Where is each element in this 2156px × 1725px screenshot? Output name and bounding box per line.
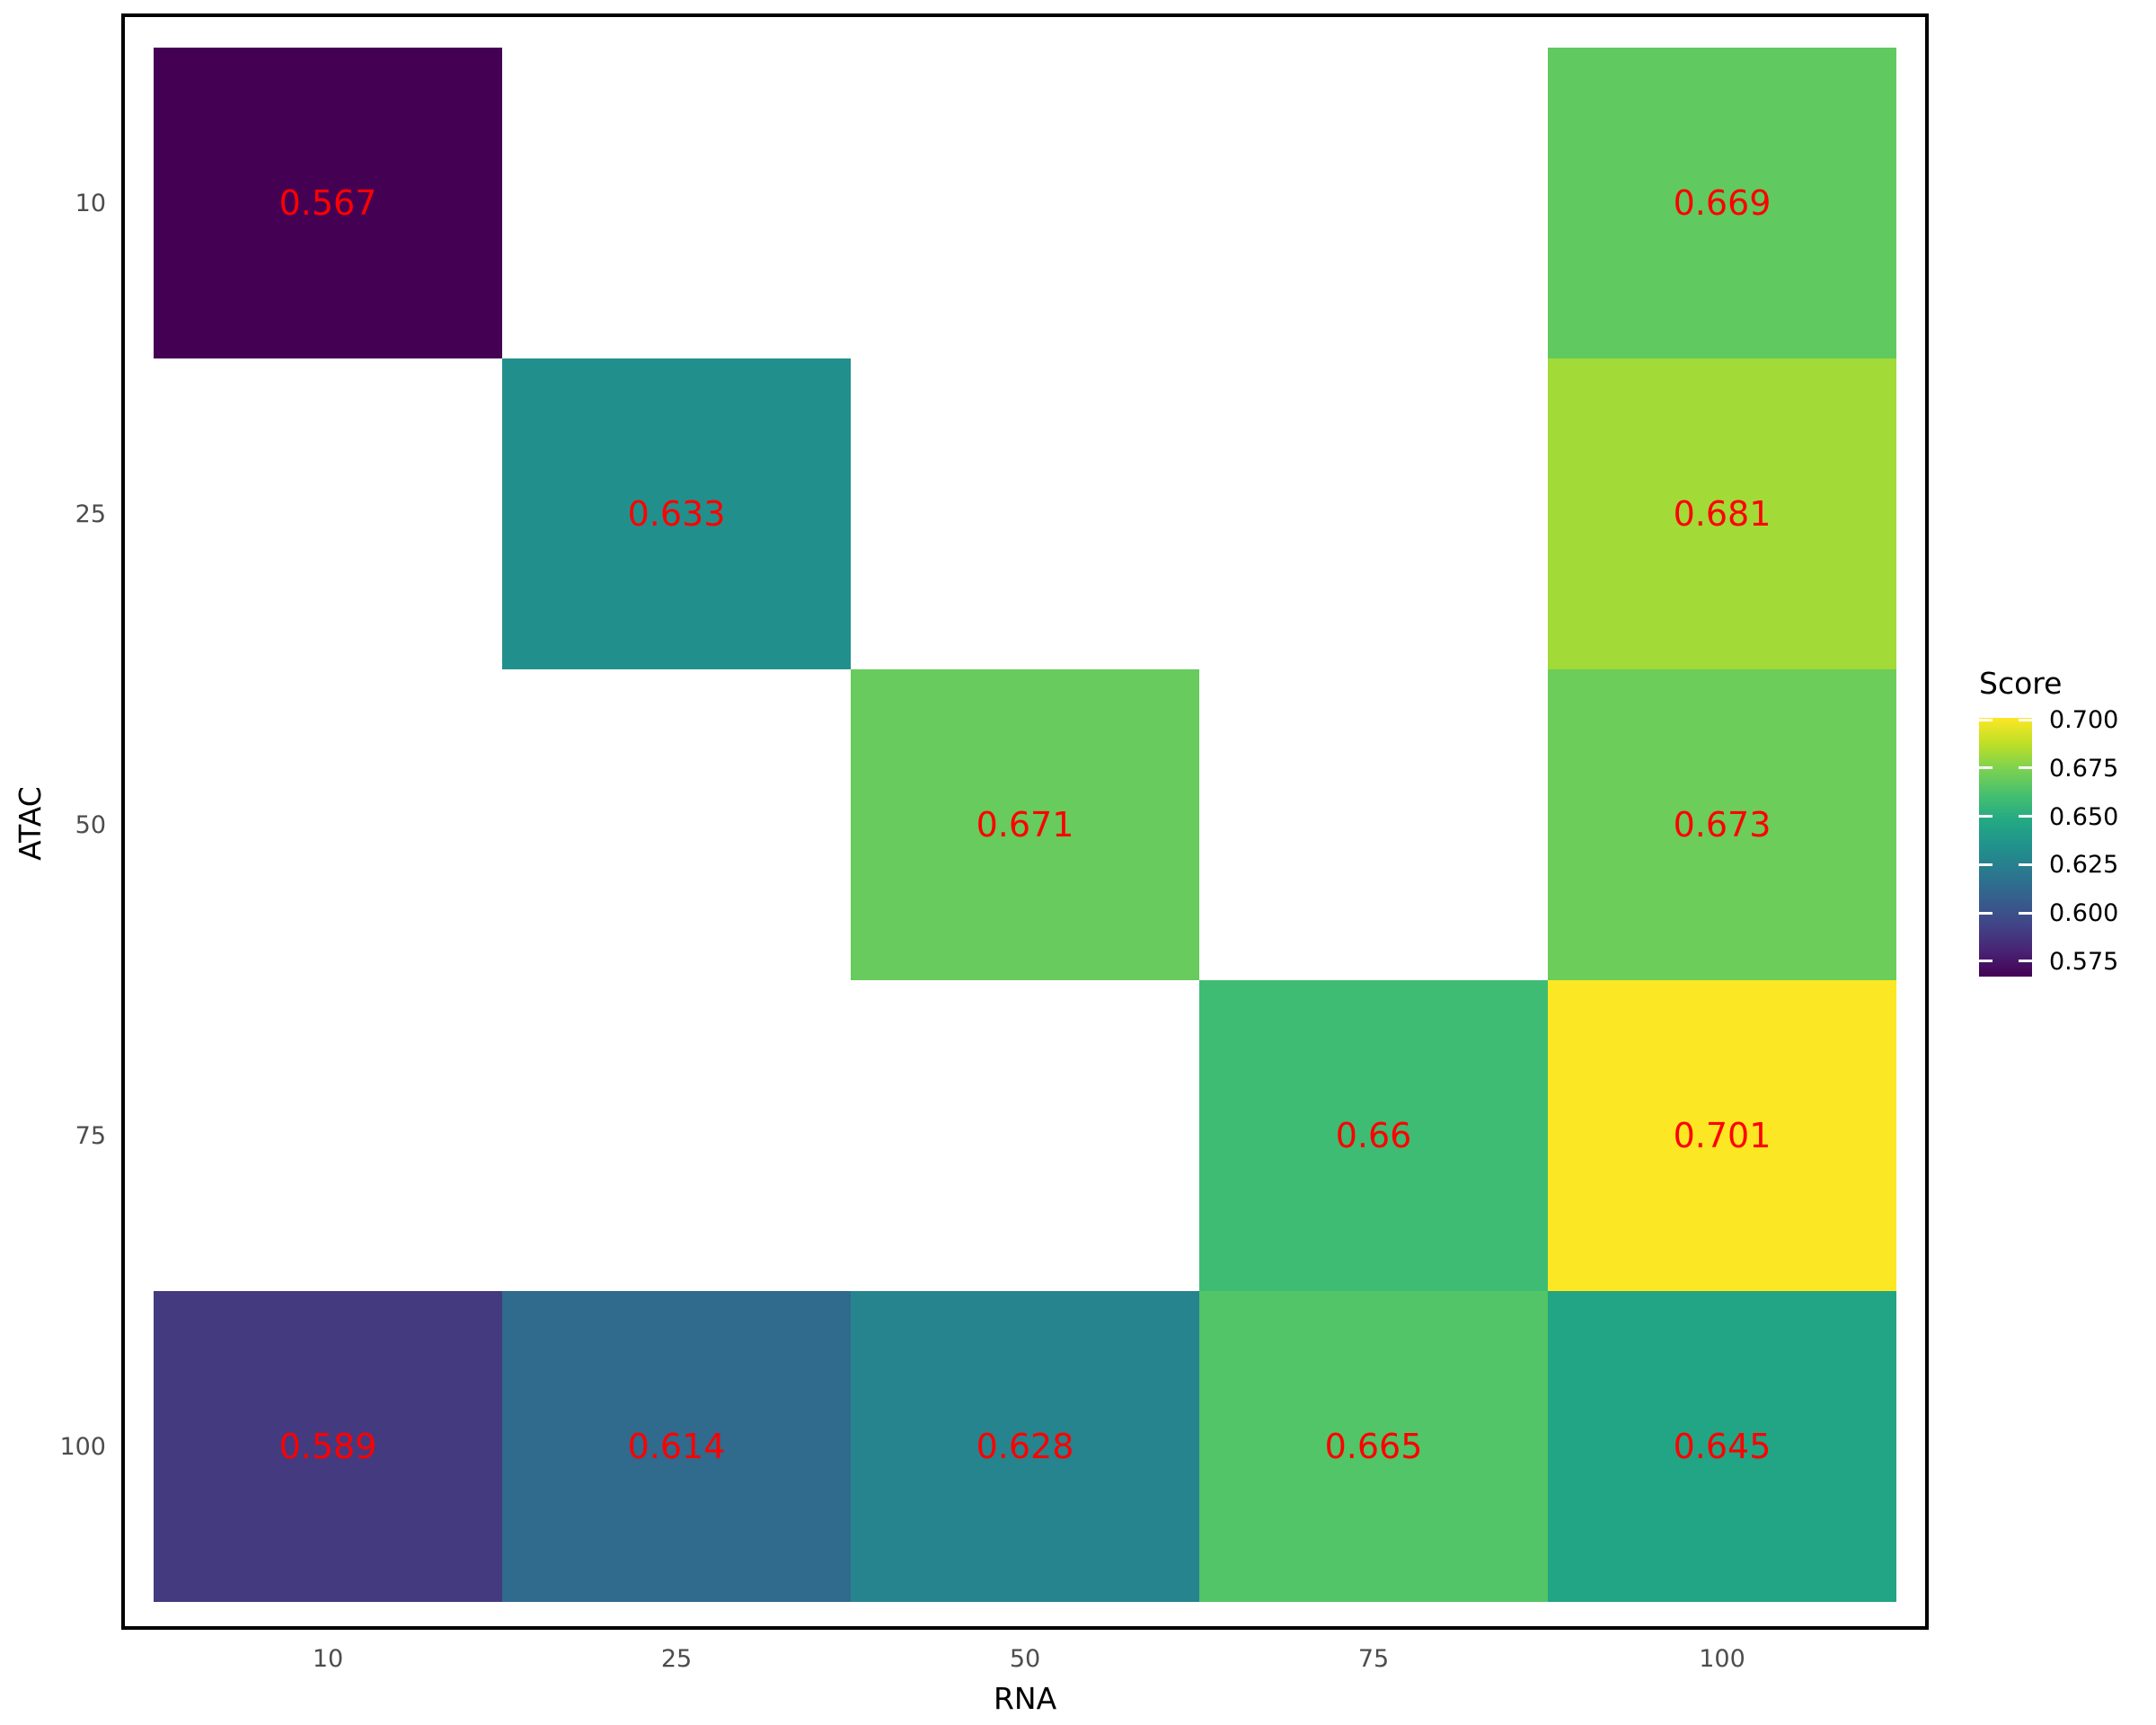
- heatmap-tile-rna100-atac75: 0.701: [1548, 980, 1896, 1291]
- heatmap-tile-rna100-atac50: 0.673: [1548, 669, 1896, 980]
- legend-tick-label-0.675: 0.675: [2049, 754, 2119, 783]
- legend-colorbar: [1979, 718, 2032, 977]
- tile-value-label: 0.665: [1324, 1427, 1423, 1466]
- heatmap-tile-rna100-atac10: 0.669: [1548, 48, 1896, 358]
- heatmap-tile-rna50-atac100: 0.628: [851, 1291, 1199, 1602]
- y-tick-label-100: 100: [59, 1433, 106, 1461]
- y-tick-label-25: 25: [75, 500, 106, 528]
- x-tick-label-25: 25: [660, 1645, 693, 1673]
- x-tick-label-75: 75: [1357, 1645, 1390, 1673]
- heatmap-tile-rna25-atac100: 0.614: [502, 1291, 851, 1602]
- tile-value-label: 0.628: [976, 1427, 1074, 1466]
- tile-value-label: 0.669: [1673, 183, 1772, 223]
- heatmap-tile-rna75-atac100: 0.665: [1199, 1291, 1548, 1602]
- y-tick-label-50: 50: [75, 811, 106, 839]
- legend-tick-mark: [1979, 766, 1993, 770]
- x-tick-label-50: 50: [1009, 1645, 1041, 1673]
- tile-value-label: 0.614: [627, 1427, 726, 1466]
- tile-value-label: 0.645: [1673, 1427, 1772, 1466]
- legend-tick-mark: [1979, 718, 1993, 721]
- tile-value-label: 0.673: [1673, 805, 1772, 845]
- y-tick-label-10: 10: [75, 190, 106, 217]
- heatmap-tile-rna10-atac10: 0.567: [154, 48, 502, 358]
- tile-value-label: 0.671: [976, 805, 1074, 845]
- heatmap-tile-rna100-atac25: 0.681: [1548, 358, 1896, 669]
- tile-value-label: 0.589: [278, 1427, 377, 1466]
- legend-tick-label-0.600: 0.600: [2049, 899, 2119, 928]
- legend-tick-mark: [2019, 718, 2032, 721]
- heatmap-tile-rna100-atac100: 0.645: [1548, 1291, 1896, 1602]
- legend-tick-mark: [1979, 960, 1993, 963]
- tile-value-label: 0.567: [278, 183, 377, 223]
- legend-tick-mark: [1979, 911, 1993, 915]
- legend-tick-mark: [2019, 911, 2032, 915]
- y-axis-title: ATAC: [12, 786, 48, 861]
- legend-tick-mark: [1979, 862, 1993, 866]
- tile-value-label: 0.633: [627, 494, 726, 534]
- legend-tick-label-0.575: 0.575: [2049, 947, 2119, 976]
- heatmap-tile-rna50-atac50: 0.671: [851, 669, 1199, 980]
- x-axis-title: RNA: [994, 1681, 1057, 1716]
- tile-value-label: 0.66: [1335, 1116, 1412, 1155]
- tile-value-label: 0.701: [1673, 1116, 1772, 1155]
- legend-title: Score: [1979, 666, 2063, 701]
- legend-tick-mark: [2019, 815, 2032, 818]
- x-tick-label-100: 100: [1699, 1645, 1745, 1673]
- legend-tick-label-0.650: 0.650: [2049, 802, 2119, 831]
- y-tick-label-75: 75: [75, 1122, 106, 1150]
- heatmap-tile-rna25-atac25: 0.633: [502, 358, 851, 669]
- legend-tick-mark: [1979, 815, 1993, 818]
- heatmap-tile-rna10-atac100: 0.589: [154, 1291, 502, 1602]
- x-tick-label-10: 10: [312, 1645, 344, 1673]
- legend-tick-mark: [2019, 766, 2032, 770]
- tile-value-label: 0.681: [1673, 494, 1772, 534]
- legend-tick-mark: [2019, 960, 2032, 963]
- legend-tick-label-0.625: 0.625: [2049, 851, 2119, 880]
- heatmap-tile-rna75-atac75: 0.66: [1199, 980, 1548, 1291]
- legend-tick-mark: [2019, 862, 2032, 866]
- legend-tick-label-0.700: 0.700: [2049, 706, 2119, 735]
